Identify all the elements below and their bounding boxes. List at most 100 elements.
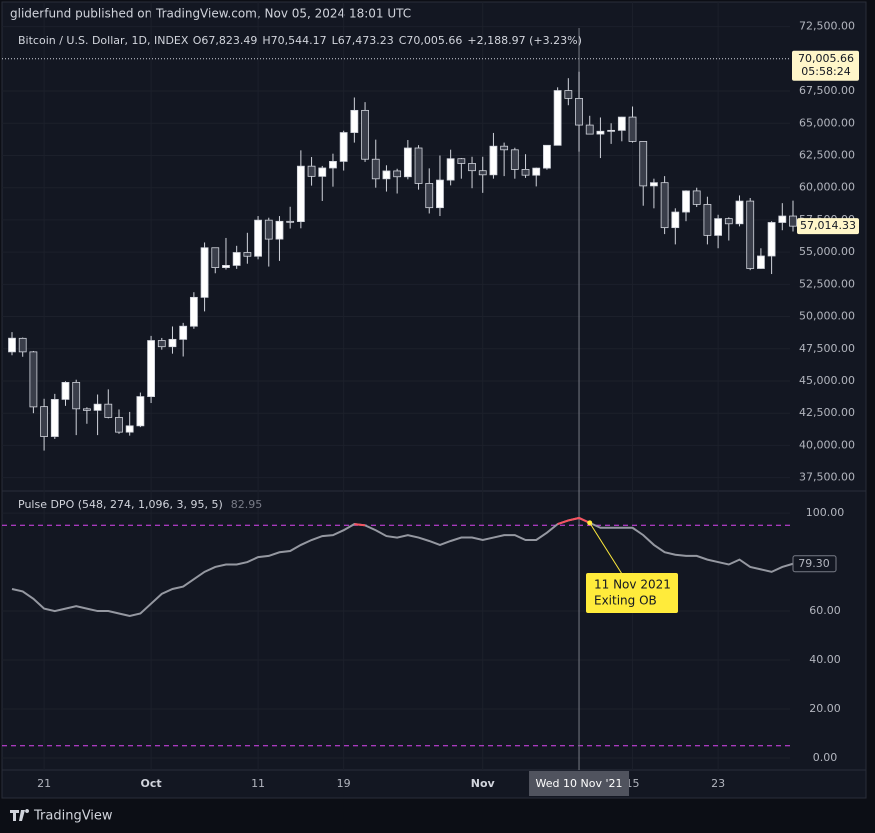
- annotation-leader: [589, 522, 623, 575]
- ohlc-close: C70,005.66: [399, 34, 463, 47]
- x-tick-label: Nov: [471, 777, 496, 790]
- candle-body: [179, 325, 188, 340]
- candle-body: [436, 179, 444, 209]
- candle-body: [746, 200, 755, 269]
- last-value-box: [792, 555, 837, 573]
- price-line-label: 70,005.66: [798, 52, 854, 65]
- candle-body: [115, 417, 123, 433]
- candle-body: [339, 132, 348, 162]
- candle-body: [778, 215, 787, 223]
- last-close-label: 57,014.33: [800, 219, 856, 232]
- candle-body: [585, 124, 594, 135]
- candle-body: [628, 116, 637, 142]
- candle-body: [510, 149, 519, 170]
- brand-name: TradingView: [33, 809, 113, 824]
- candle-body: [521, 168, 530, 176]
- y-tick-label: 55,000.00: [799, 245, 855, 258]
- candle-body: [93, 403, 102, 411]
- candle-body: [275, 220, 284, 240]
- candle-body: [575, 97, 583, 126]
- candle-body: [157, 340, 166, 348]
- candle-body: [414, 147, 423, 184]
- candle-body: [617, 116, 626, 131]
- candle-body: [61, 382, 70, 400]
- candle-body: [329, 161, 337, 169]
- candle-body: [724, 218, 733, 225]
- x-tick-label: 23: [711, 777, 725, 790]
- price-countdown: 05:58:24: [801, 65, 850, 78]
- candle-body: [543, 144, 551, 169]
- annotation-point: [587, 520, 593, 526]
- candle-body: [468, 163, 476, 172]
- candle-body: [29, 351, 38, 408]
- candle-body: [318, 167, 327, 177]
- candle-body: [211, 247, 220, 268]
- chart-area: [1, 1, 867, 799]
- candle-body: [393, 170, 402, 178]
- brand-logo: [10, 809, 30, 821]
- indicator-line: [11, 516, 794, 617]
- candle-body: [200, 247, 209, 298]
- candle-body: [425, 183, 434, 209]
- y-tick-label: 20.00: [809, 702, 841, 715]
- y-tick-label: 50,000.00: [799, 310, 855, 323]
- ohlc-low: L67,473.23: [332, 34, 394, 47]
- candle-body: [692, 190, 701, 205]
- price-legend: Bitcoin / U.S. Dollar, 1D, INDEX O67,823.…: [18, 34, 582, 47]
- candle-body: [254, 219, 262, 257]
- y-tick-label: 67,500.00: [799, 84, 855, 97]
- candle-body: [489, 145, 498, 176]
- candle-body: [457, 158, 466, 164]
- candle-body: [789, 215, 797, 227]
- ohlc-high: H70,544.17: [262, 34, 326, 47]
- x-tick-label: Oct: [141, 777, 162, 790]
- last-close-box: [797, 218, 859, 235]
- candle-body: [72, 382, 81, 410]
- candle-body: [596, 130, 605, 135]
- y-tick-label: 62,500.00: [799, 148, 855, 161]
- candle-body: [136, 396, 145, 427]
- candle-body: [82, 408, 91, 411]
- candle-body: [147, 340, 155, 397]
- annotation-text: Exiting OB: [594, 594, 657, 608]
- candle-body: [553, 90, 562, 146]
- indicator-legend: Pulse DPO (548, 274, 1,096, 3, 95, 5) 82.…: [18, 498, 262, 511]
- candle-body: [350, 109, 359, 133]
- candle-body: [607, 129, 616, 132]
- crosshair-label-box: [529, 771, 630, 796]
- candle-body: [650, 182, 658, 187]
- candle-body: [382, 170, 391, 180]
- candle-body: [500, 145, 509, 151]
- y-tick-label: 52,500.00: [799, 277, 855, 290]
- annotation-box: [586, 573, 678, 613]
- candle-body: [50, 399, 59, 437]
- y-tick-label: 0.00: [813, 751, 838, 764]
- y-tick-label: 60,000.00: [799, 181, 855, 194]
- price-line-box: [792, 50, 859, 81]
- ohlc-open: O67,823.49: [193, 34, 258, 47]
- y-tick-label: 37,500.00: [799, 471, 855, 484]
- x-tick-label: 21: [37, 777, 51, 790]
- indicator-value: 82.95: [231, 498, 263, 511]
- y-tick-label: 60.00: [809, 604, 841, 617]
- candle-body: [757, 255, 765, 269]
- symbol-title: Bitcoin / U.S. Dollar, 1D, INDEX: [18, 34, 189, 47]
- overbought-segment: [354, 523, 366, 527]
- candle-body: [222, 264, 230, 268]
- candle-body: [361, 109, 369, 160]
- y-tick-label: 65,000.00: [799, 116, 855, 129]
- candle-body: [639, 141, 648, 187]
- y-tick-label: 40,000.00: [799, 438, 855, 451]
- y-tick-label: 47,500.00: [799, 342, 855, 355]
- y-tick-label: 40.00: [809, 653, 841, 666]
- candle-body: [564, 90, 573, 99]
- candle-body: [735, 200, 744, 225]
- candle-body: [307, 165, 316, 177]
- candle-body: [18, 337, 27, 353]
- candle-body: [243, 252, 252, 257]
- indicator-title: Pulse DPO (548, 274, 1,096, 3, 95, 5): [18, 498, 223, 511]
- last-value-label: 79.30: [798, 557, 830, 570]
- candle-body: [478, 170, 487, 176]
- candle-body: [682, 190, 690, 213]
